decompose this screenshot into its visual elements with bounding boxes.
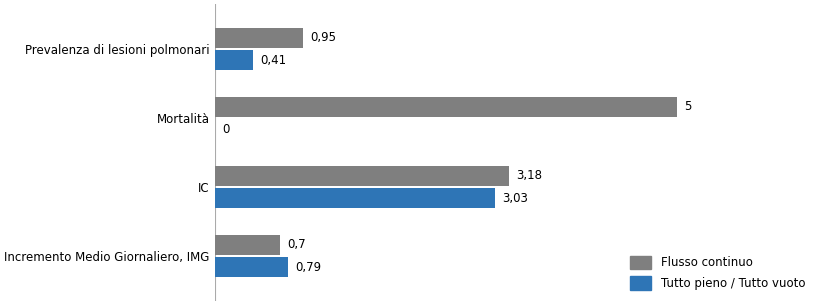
Bar [215,188,495,208]
Text: 3,03: 3,03 [502,192,527,205]
Bar [215,257,287,277]
Text: 0,95: 0,95 [310,31,336,45]
Text: 0: 0 [222,123,229,135]
Bar [215,166,509,186]
Text: 3,18: 3,18 [516,170,541,182]
Bar [215,235,279,255]
Bar [215,97,676,117]
Bar [215,28,302,48]
Text: 0,41: 0,41 [260,54,286,66]
Bar [215,50,253,70]
Text: 0,79: 0,79 [295,260,321,274]
Legend: Flusso continuo, Tutto pieno / Tutto vuoto: Flusso continuo, Tutto pieno / Tutto vuo… [625,251,809,295]
Text: 0,7: 0,7 [287,239,305,251]
Text: 5: 5 [684,100,691,113]
